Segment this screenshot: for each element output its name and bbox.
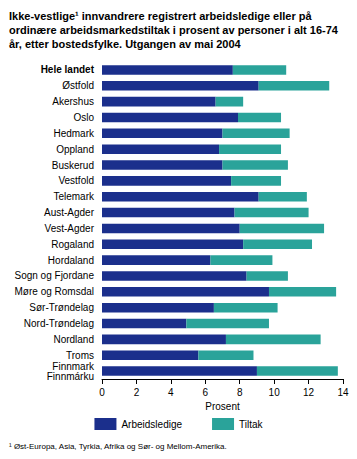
- svg-text:Hordaland: Hordaland: [48, 255, 94, 266]
- svg-text:Rogaland: Rogaland: [51, 239, 94, 250]
- svg-text:10: 10: [269, 387, 281, 398]
- svg-text:8: 8: [237, 387, 243, 398]
- svg-text:12: 12: [303, 387, 315, 398]
- svg-text:Arbeidsledige: Arbeidsledige: [121, 419, 182, 430]
- svg-text:Hele landet: Hele landet: [41, 64, 95, 75]
- svg-text:0: 0: [99, 387, 105, 398]
- svg-text:Nordland: Nordland: [53, 334, 94, 345]
- svg-text:Oslo: Oslo: [73, 112, 94, 123]
- svg-text:Finnmárku: Finnmárku: [47, 371, 94, 382]
- svg-text:Akershus: Akershus: [52, 96, 94, 107]
- svg-text:Møre og Romsdal: Møre og Romsdal: [15, 286, 94, 297]
- svg-text:år, etter bostedsfylke. Utgang: år, etter bostedsfylke. Utgangen av mai …: [9, 38, 242, 50]
- svg-text:6: 6: [203, 387, 209, 398]
- svg-text:Sogn og Fjordane: Sogn og Fjordane: [14, 270, 94, 281]
- svg-text:Ikke-vestlige¹ innvandrere reg: Ikke-vestlige¹ innvandrere registrert ar…: [9, 10, 315, 22]
- svg-text:Troms: Troms: [66, 350, 94, 361]
- svg-text:Buskerud: Buskerud: [52, 160, 94, 171]
- svg-text:Sør-Trøndelag: Sør-Trøndelag: [29, 302, 94, 313]
- svg-text:Hedmark: Hedmark: [53, 128, 95, 139]
- svg-text:Prosent: Prosent: [205, 401, 240, 412]
- svg-text:Telemark: Telemark: [53, 191, 95, 202]
- svg-text:4: 4: [168, 387, 174, 398]
- svg-text:Vest-Agder: Vest-Agder: [45, 223, 95, 234]
- svg-text:ordinære arbeidsmarkedstiltak: ordinære arbeidsmarkedstiltak i prosent …: [9, 24, 341, 36]
- svg-text:2: 2: [134, 387, 140, 398]
- svg-text:Nord-Trøndelag: Nord-Trøndelag: [24, 318, 94, 329]
- svg-text:Tiltak: Tiltak: [239, 419, 264, 430]
- svg-text:¹ Øst-Europa, Asia, Tyrkia, Af: ¹ Øst-Europa, Asia, Tyrkia, Afrika og Sø…: [9, 442, 227, 451]
- svg-text:14: 14: [337, 387, 349, 398]
- svg-text:Oppland: Oppland: [56, 144, 94, 155]
- svg-text:Vestfold: Vestfold: [58, 175, 94, 186]
- svg-text:Aust-Agder: Aust-Agder: [44, 207, 95, 218]
- svg-text:Østfold: Østfold: [62, 80, 94, 91]
- svg-text:Finnmark: Finnmark: [52, 360, 94, 372]
